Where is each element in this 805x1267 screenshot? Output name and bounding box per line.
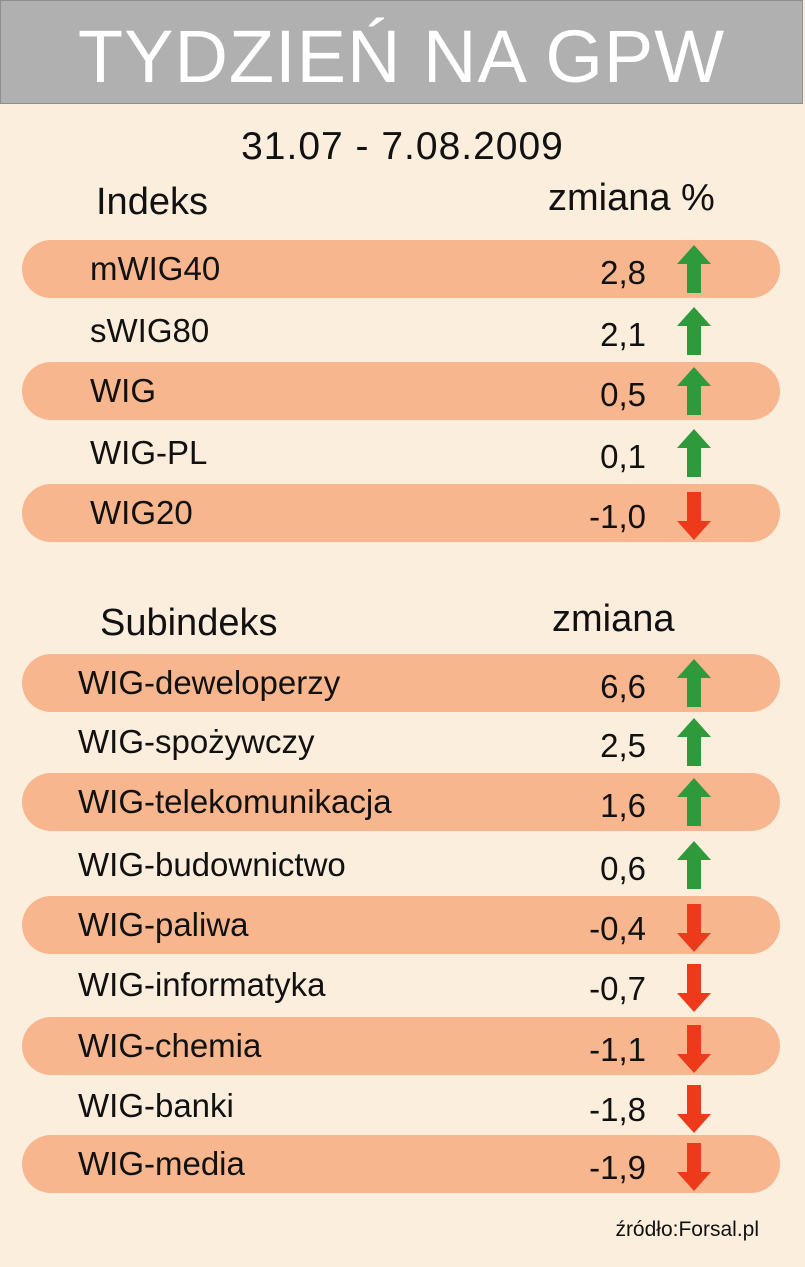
row-value: -0,7 [589, 970, 646, 1007]
row-name: WIG-banki [78, 1087, 234, 1124]
row-value: -1,9 [589, 1149, 646, 1186]
row-name: WIG-informatyka [78, 966, 326, 1003]
arrow-up-icon [676, 306, 712, 356]
indeks-change-header: zmiana % [548, 177, 715, 219]
table-row: WIG-telekomunikacja 1,6 [22, 773, 780, 831]
row-value: 0,6 [600, 850, 646, 887]
table-row: WIG-PL 0,1 [22, 424, 780, 482]
table-row: WIG 0,5 [22, 362, 780, 420]
source-note: źródło:Forsal.pl [615, 1218, 759, 1241]
row-name: WIG [90, 372, 156, 409]
arrow-up-icon [676, 428, 712, 478]
arrow-up-icon [676, 366, 712, 416]
row-value: 2,8 [600, 254, 646, 291]
table-row: WIG-deweloperzy 6,6 [22, 654, 780, 712]
row-value: -1,0 [589, 498, 646, 535]
table-row: WIG-budownictwo 0,6 [22, 836, 780, 894]
row-value: 2,1 [600, 316, 646, 353]
row-name: mWIG40 [90, 250, 221, 287]
row-name: WIG-spożywczy [78, 723, 315, 760]
arrow-down-icon [676, 491, 712, 541]
subindeks-header: Subindeks [100, 602, 278, 644]
row-value: 0,5 [600, 376, 646, 413]
arrow-up-icon [676, 658, 712, 708]
table-row: WIG20 -1,0 [22, 484, 780, 542]
row-value: 2,5 [600, 727, 646, 764]
table-row: mWIG40 2,8 [22, 240, 780, 298]
table-row: WIG-banki -1,8 [22, 1077, 780, 1135]
row-name: WIG-media [78, 1145, 245, 1182]
table-row: sWIG80 2,1 [22, 302, 780, 360]
arrow-up-icon [676, 777, 712, 827]
row-value: 6,6 [600, 668, 646, 705]
table-row: WIG-media -1,9 [22, 1135, 780, 1193]
subindeks-change-header: zmiana [552, 598, 675, 640]
arrow-down-icon [676, 963, 712, 1013]
table-row: WIG-paliwa -0,4 [22, 896, 780, 954]
row-name: WIG20 [90, 494, 193, 531]
arrow-down-icon [676, 903, 712, 953]
arrow-up-icon [676, 840, 712, 890]
row-name: WIG-telekomunikacja [78, 783, 392, 820]
date-range: 31.07 - 7.08.2009 [241, 125, 564, 168]
row-value: -0,4 [589, 910, 646, 947]
row-value: 1,6 [600, 787, 646, 824]
row-name: WIG-budownictwo [78, 846, 346, 883]
page-title: TYDZIEŃ NA GPW [77, 15, 726, 98]
indeks-header: Indeks [96, 181, 208, 223]
row-name: WIG-PL [90, 434, 208, 471]
title-banner: TYDZIEŃ NA GPW [0, 0, 803, 104]
row-name: WIG-deweloperzy [78, 664, 341, 701]
arrow-up-icon [676, 717, 712, 767]
arrow-down-icon [676, 1142, 712, 1192]
row-name: sWIG80 [90, 312, 210, 349]
row-name: WIG-chemia [78, 1027, 262, 1064]
table-row: WIG-informatyka -0,7 [22, 956, 780, 1014]
arrow-down-icon [676, 1024, 712, 1074]
table-row: WIG-spożywczy 2,5 [22, 713, 780, 771]
arrow-down-icon [676, 1084, 712, 1134]
row-value: -1,1 [589, 1031, 646, 1068]
table-row: WIG-chemia -1,1 [22, 1017, 780, 1075]
row-value: 0,1 [600, 438, 646, 475]
row-value: -1,8 [589, 1091, 646, 1128]
arrow-up-icon [676, 244, 712, 294]
row-name: WIG-paliwa [78, 906, 249, 943]
